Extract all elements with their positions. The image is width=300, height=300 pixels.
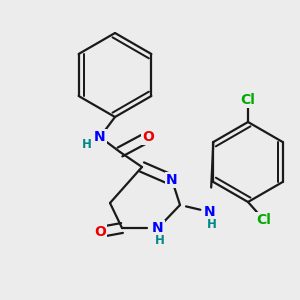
Text: N: N [166,173,178,187]
Text: N: N [94,130,106,144]
Text: N: N [152,221,164,235]
Text: O: O [142,130,154,144]
Text: N: N [204,205,216,219]
Text: H: H [207,218,217,232]
Text: O: O [94,225,106,239]
Text: H: H [82,137,92,151]
Text: Cl: Cl [241,93,255,107]
Text: Cl: Cl [256,213,272,227]
Text: H: H [155,235,165,248]
